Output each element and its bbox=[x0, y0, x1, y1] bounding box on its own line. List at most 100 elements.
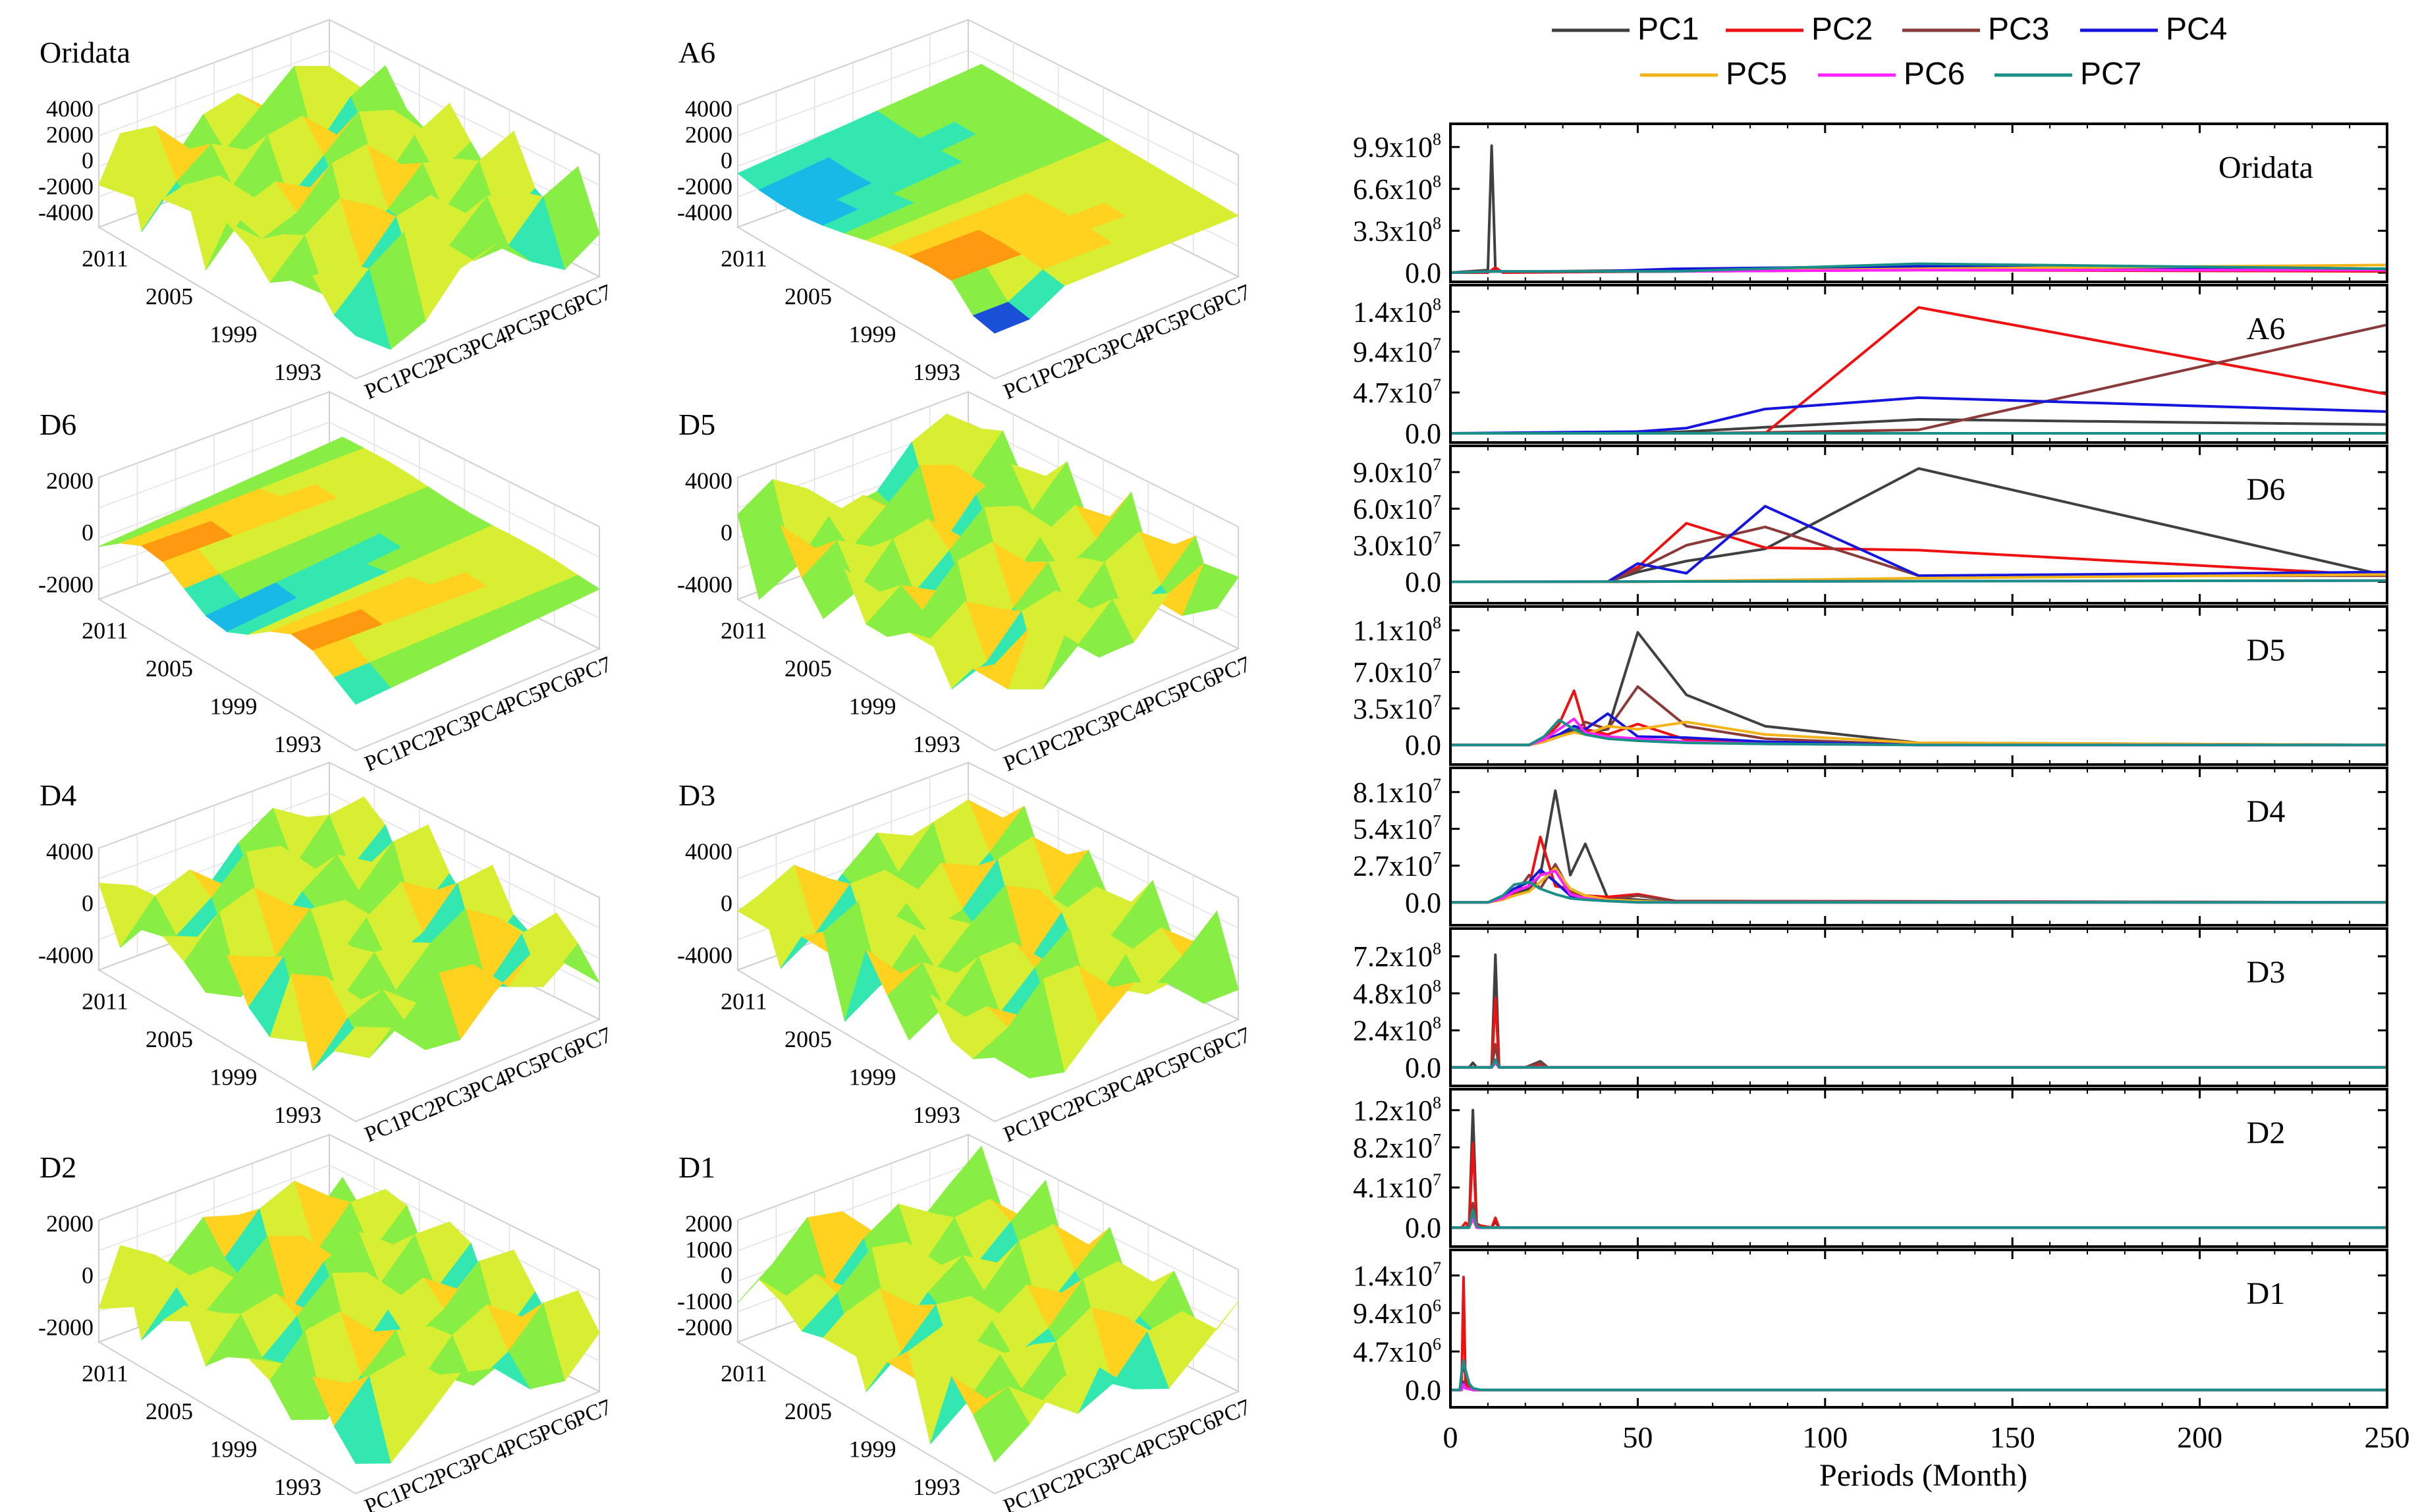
year-tick-label: 1999 bbox=[210, 1436, 258, 1463]
x-tick-label: 250 bbox=[2365, 1420, 2410, 1454]
panel-frame bbox=[1449, 605, 2388, 766]
surface-mesh bbox=[737, 63, 1240, 334]
y-tick-exponent: 8 bbox=[1433, 1013, 1441, 1033]
y-tick-mantissa: 8.2x10 bbox=[1353, 1131, 1433, 1164]
y-tick-label: 1.4x107 bbox=[1353, 1258, 1441, 1292]
year-tick-label: 2005 bbox=[146, 655, 193, 682]
surface-label: D3 bbox=[678, 778, 715, 812]
surface-patch bbox=[972, 302, 1030, 334]
surface-mesh bbox=[98, 437, 601, 705]
z-tick-label: 2000 bbox=[46, 1210, 94, 1237]
y-tick-mantissa: 1.4x10 bbox=[1353, 1260, 1433, 1292]
legend-entry-pc3: PC3 bbox=[1902, 12, 2049, 47]
y-tick-label: 0.0 bbox=[1405, 1212, 1441, 1244]
z-tick-label: 2000 bbox=[685, 121, 732, 148]
surface-label: D1 bbox=[678, 1150, 715, 1184]
y-tick-mantissa: 0.0 bbox=[1405, 1052, 1441, 1084]
z-tick-label: 2000 bbox=[46, 121, 94, 148]
series-group bbox=[1450, 144, 2387, 274]
series-line-pc7 bbox=[1450, 579, 2387, 583]
z-tick-label: 0 bbox=[82, 1262, 94, 1289]
series-line-pc7 bbox=[1450, 262, 2387, 274]
panel-label: D5 bbox=[2247, 633, 2286, 668]
y-tick-mantissa: 0.0 bbox=[1405, 729, 1441, 761]
y-tick-label: 7.2x108 bbox=[1353, 939, 1441, 973]
x-tick-labels: 0 50 100 150 200 250 bbox=[1443, 1420, 2410, 1454]
year-tick-label: 1999 bbox=[849, 1064, 896, 1091]
y-tick-label: 7.0x107 bbox=[1353, 655, 1441, 688]
series-group bbox=[1450, 306, 2387, 435]
y-tick-mantissa: 4.7x10 bbox=[1353, 377, 1433, 409]
z-tick-label: 0 bbox=[721, 148, 732, 174]
legend-entry-pc5: PC5 bbox=[1640, 57, 1787, 92]
series-group bbox=[1450, 467, 2387, 583]
series-line-pc7 bbox=[1450, 1208, 2387, 1229]
y-tick-label: 2.4x108 bbox=[1353, 1013, 1441, 1047]
year-tick-label: 1999 bbox=[849, 1436, 896, 1463]
y-tick-mantissa: 3.3x10 bbox=[1353, 215, 1433, 247]
wall-gridline bbox=[98, 1164, 330, 1251]
y-tick-label: 6.0x107 bbox=[1353, 491, 1441, 525]
series-line-pc1 bbox=[1450, 1362, 2387, 1391]
z-tick-label: 4000 bbox=[46, 95, 94, 122]
z-tick-label: -2000 bbox=[38, 571, 94, 597]
surface-label: A6 bbox=[678, 36, 715, 69]
y-tick-label: 4.7x106 bbox=[1353, 1334, 1441, 1368]
z-tick-label: 2000 bbox=[685, 1210, 732, 1237]
year-tick-label: 1999 bbox=[210, 1064, 258, 1091]
y-tick-mantissa: 1.1x10 bbox=[1353, 614, 1433, 647]
series-line-pc4 bbox=[1450, 1211, 2387, 1229]
wall-gridline bbox=[329, 49, 600, 186]
y-tick-label: 8.2x107 bbox=[1353, 1130, 1441, 1164]
year-tick-label: 2005 bbox=[146, 1026, 193, 1052]
z-tick-label: -4000 bbox=[38, 199, 94, 225]
wall-gridline bbox=[737, 49, 969, 136]
panel-frame bbox=[1449, 767, 2388, 927]
year-tick-label: 1993 bbox=[913, 359, 960, 385]
z-tick-label: 0 bbox=[82, 890, 94, 917]
y-tick-exponent: 7 bbox=[1433, 775, 1441, 794]
z-tick-label: -4000 bbox=[677, 942, 732, 968]
surface-label: D5 bbox=[678, 408, 715, 441]
y-tick-exponent: 7 bbox=[1433, 848, 1441, 867]
x-axis-label: Periods (Month) bbox=[1819, 1458, 2027, 1493]
panel-frame bbox=[1449, 445, 2388, 605]
wall-gridline bbox=[98, 421, 330, 508]
y-tick-exponent: 6 bbox=[1433, 1296, 1441, 1315]
y-tick-label: 3.5x107 bbox=[1353, 691, 1441, 725]
z-tick-label: -4000 bbox=[677, 571, 732, 597]
x-tick-label: 100 bbox=[1802, 1420, 1848, 1454]
year-tick-label: 1999 bbox=[849, 321, 896, 348]
y-tick-label: 0.0 bbox=[1405, 729, 1441, 761]
z-tick-label: 2000 bbox=[46, 468, 94, 494]
y-tick-mantissa: 4.1x10 bbox=[1353, 1172, 1433, 1204]
legend-label: PC5 bbox=[1726, 57, 1787, 92]
surface-patch bbox=[972, 1027, 1030, 1079]
year-tick-label: 2011 bbox=[721, 988, 767, 1015]
surface-mesh bbox=[98, 796, 601, 1071]
y-tick-exponent: 8 bbox=[1433, 613, 1441, 632]
year-tick-label: 1993 bbox=[274, 731, 321, 757]
y-tick-mantissa: 0.0 bbox=[1405, 566, 1441, 598]
y-tick-mantissa: 7.0x10 bbox=[1353, 656, 1433, 688]
year-tick-label: 1999 bbox=[849, 693, 896, 720]
panel-frame bbox=[1449, 122, 2388, 283]
y-tick-label: 8.1x107 bbox=[1353, 775, 1441, 809]
year-tick-label: 1999 bbox=[210, 321, 258, 348]
y-tick-label: 4.8x108 bbox=[1353, 976, 1441, 1010]
y-tick-mantissa: 9.4x10 bbox=[1353, 1297, 1433, 1330]
series-line-pc2 bbox=[1450, 996, 2387, 1069]
y-tick-exponent: 6 bbox=[1433, 1334, 1441, 1353]
y-tick-label: 4.1x107 bbox=[1353, 1170, 1441, 1204]
series-line-pc7 bbox=[1450, 880, 2387, 904]
series-line-pc3 bbox=[1450, 1202, 2387, 1229]
y-tick-exponent: 8 bbox=[1433, 130, 1441, 149]
y-tick-mantissa: 9.0x10 bbox=[1353, 456, 1433, 489]
wall-gridline bbox=[968, 421, 1239, 558]
